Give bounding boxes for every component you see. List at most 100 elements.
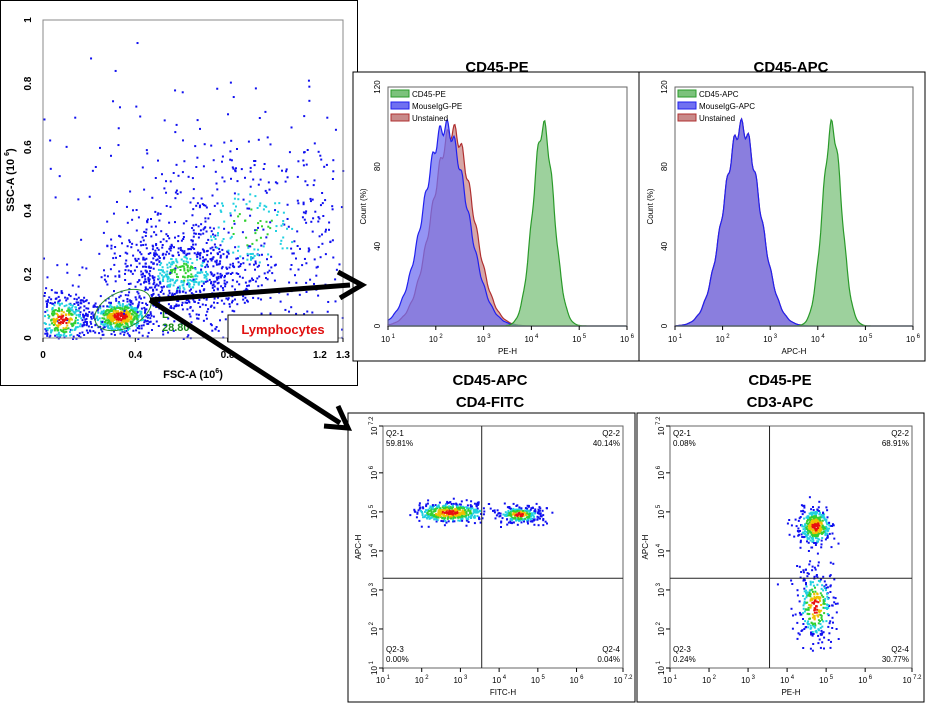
event-dot [806,540,808,543]
event-dot [833,537,836,540]
event-dot [52,313,55,316]
event-dot [51,302,54,305]
event-dot [85,317,88,320]
event-dot [119,304,122,307]
event-dot [443,504,446,507]
event-dot [127,319,129,322]
event-dot [341,328,344,331]
event-dot [138,279,141,282]
legend-label: Unstained [699,114,735,123]
event-dot [85,324,88,327]
event-dot [121,323,124,326]
event-dot [265,236,268,239]
event-dot [273,279,276,282]
lymphocyte-gate[interactable] [88,281,158,339]
event-dot [826,592,828,595]
event-dot [45,300,48,303]
event-dot [421,510,423,513]
event-dot [228,266,231,269]
event-dot [267,264,270,267]
event-dot [102,311,105,314]
y-tick-label: 0.6 [23,140,34,154]
event-dot [55,317,58,320]
event-dot [808,512,811,515]
event-dot [65,145,68,148]
event-dot [818,528,821,531]
event-dot [195,281,198,284]
event-dot [172,284,175,287]
event-dot [139,251,142,254]
event-dot [153,252,156,255]
event-dot [66,263,69,266]
event-dot [57,295,60,298]
event-dot [55,291,58,294]
event-dot [218,250,221,253]
event-dot [119,255,122,257]
event-dot [811,569,814,572]
event-dot [799,576,802,579]
tick-label: 10 6 [570,675,585,685]
event-dot [44,315,46,318]
event-dot [118,106,121,109]
event-dot [321,233,323,236]
event-dot [805,591,807,594]
event-dot [169,249,172,252]
event-dot [184,272,187,275]
event-dot [217,329,220,332]
event-dot [62,329,65,331]
event-dot [65,304,68,307]
event-dot [123,314,125,317]
event-dot [66,297,69,300]
event-dot [150,286,153,289]
event-dot [447,506,450,509]
event-dot [182,236,185,238]
event-dot [313,258,316,261]
tick-label: 10 6 [906,334,921,344]
event-dot [441,509,444,511]
event-dot [432,515,435,518]
event-dot [321,192,324,194]
event-dot [802,528,805,531]
event-dot [196,317,199,320]
event-dot [128,303,131,306]
event-dot [215,182,218,185]
event-dot [210,304,213,307]
event-dot [126,332,129,335]
event-dot [833,578,836,581]
event-dot [114,325,117,328]
event-dot [828,604,831,607]
event-dot [192,298,195,301]
event-dot [818,530,821,533]
event-dot [117,318,120,320]
event-dot [145,149,148,152]
event-dot [100,322,103,325]
event-dot [117,302,120,305]
event-dot [830,546,833,549]
event-dot [802,607,805,610]
event-dot [214,280,217,283]
event-dot [808,613,811,615]
event-dot [102,313,105,316]
event-dot [201,203,204,206]
event-dot [169,269,172,272]
event-dot [811,634,814,637]
event-dot [821,537,824,539]
event-dot [126,221,129,224]
event-dot [835,628,838,630]
event-dot [819,511,821,514]
event-dot [127,328,129,331]
event-dot [440,513,443,516]
event-dot [427,525,430,528]
event-dot [48,323,51,326]
event-dot [170,294,173,297]
event-dot [451,507,454,510]
event-dot [200,269,203,272]
event-dot [174,236,176,239]
event-dot [301,216,304,219]
event-dot [231,271,234,274]
quadrant-percent: 59.81% [386,439,413,448]
event-dot [191,267,194,270]
event-dot [199,229,202,232]
event-dot [47,314,50,316]
event-dot [140,307,143,310]
